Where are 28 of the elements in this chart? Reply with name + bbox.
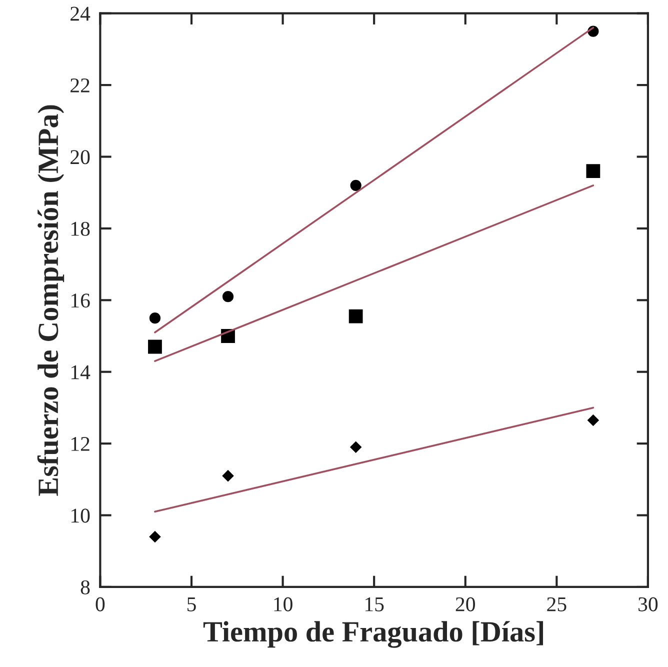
y-tick-label: 22	[70, 78, 90, 92]
point	[350, 442, 362, 453]
x-tick-label: 5	[187, 597, 196, 612]
point	[586, 164, 600, 178]
y-tick-label: 18	[71, 222, 90, 236]
point	[148, 340, 162, 354]
x-tick-label: 10	[274, 597, 292, 612]
x-tick-label: 30	[638, 597, 658, 612]
y-tick-label: 16	[71, 294, 90, 308]
y-tick-label: 10	[71, 508, 90, 523]
point	[222, 291, 234, 302]
x-axis-title: Tiempo de Fraguado [Días]	[203, 621, 544, 648]
x-tick-label: 20	[456, 597, 475, 612]
y-tick-label: 12	[71, 436, 90, 451]
x-tick-label: 0	[96, 597, 105, 612]
y-tick-label: 20	[70, 150, 90, 164]
y-tick-label: 24	[70, 6, 90, 21]
y-tick-label: 8	[80, 580, 90, 594]
point	[149, 531, 161, 542]
point	[588, 414, 599, 426]
point	[348, 309, 363, 324]
x-tick-label: 15	[365, 597, 384, 612]
x-tick-label: 25	[547, 597, 566, 612]
y-axis-title: Esfuerzo de Compresión (MPa)	[37, 105, 64, 496]
y-tick-label: 14	[71, 365, 90, 380]
point	[350, 180, 362, 191]
point	[222, 470, 234, 482]
point	[149, 312, 161, 324]
